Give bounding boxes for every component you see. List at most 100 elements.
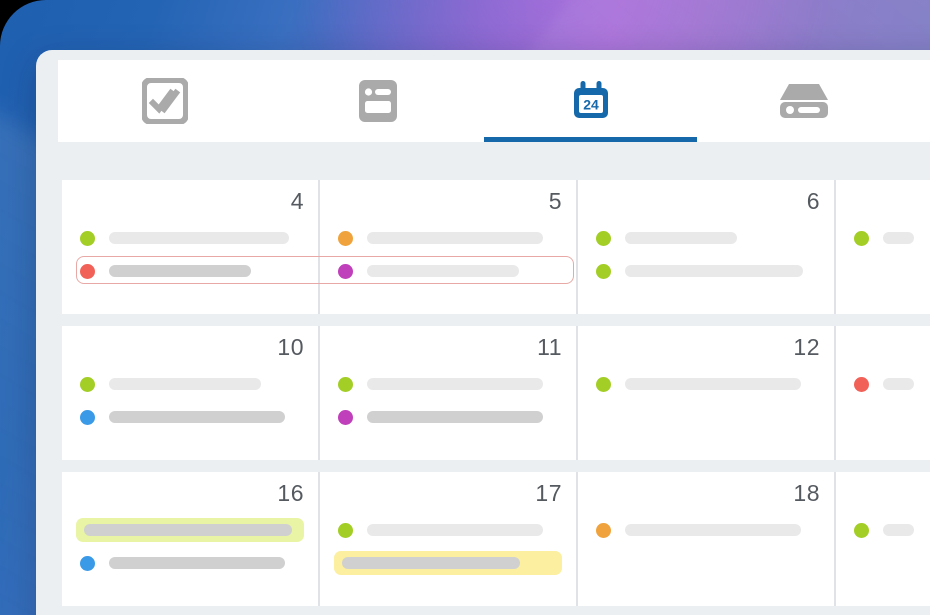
- calendar-event[interactable]: [76, 226, 304, 250]
- event-title-placeholder-bar: [883, 378, 914, 390]
- calendar-event[interactable]: [334, 551, 562, 575]
- event-dot-purple: [338, 409, 353, 425]
- event-dot-green: [596, 230, 611, 246]
- calendar-day-events: [76, 226, 304, 283]
- event-dot-green: [854, 230, 869, 246]
- tab-underline-tasks: [58, 137, 271, 142]
- calendar-day-events: [850, 226, 918, 250]
- calendar-event[interactable]: [592, 226, 820, 250]
- event-title-placeholder-bar: [625, 232, 737, 244]
- calendar-week-row: 4 5 6: [62, 180, 930, 314]
- calendar-day-cell-partial[interactable]: [836, 180, 930, 314]
- event-dot-orange: [596, 522, 611, 538]
- event-title-placeholder-bar: [367, 411, 543, 423]
- event-title-placeholder-bar: [109, 378, 261, 390]
- calendar-day-number: [850, 190, 918, 216]
- event-dot-orange: [338, 230, 353, 246]
- calendar-event[interactable]: [592, 518, 820, 542]
- calendar-event[interactable]: [76, 405, 304, 429]
- event-dot-red: [854, 376, 869, 392]
- calendar-icon-badge: 24: [583, 97, 599, 113]
- calendar-event[interactable]: [850, 372, 918, 396]
- tab-tasks[interactable]: [58, 60, 271, 142]
- calendar-event[interactable]: [334, 405, 562, 429]
- calendar-day-number: 6: [806, 188, 820, 214]
- event-dot-green: [338, 376, 353, 392]
- calendar-day-number: 10: [277, 334, 304, 360]
- calendar-event[interactable]: [76, 551, 304, 575]
- calendar-day-cell[interactable]: 4: [62, 180, 318, 314]
- calendar-day-cell[interactable]: 18: [578, 472, 834, 606]
- event-dot-purple: [338, 263, 353, 279]
- window-corner-notch: [914, 594, 930, 615]
- calendar-event[interactable]: [334, 518, 562, 542]
- calendar-day-cell[interactable]: 11: [320, 326, 576, 460]
- event-title-placeholder-bar: [367, 265, 519, 277]
- calendar-day-events: [334, 372, 562, 429]
- calendar-day-cell[interactable]: 12: [578, 326, 834, 460]
- calendar-day-events: [592, 518, 820, 542]
- event-title-placeholder-bar: [367, 524, 543, 536]
- tab-storage[interactable]: [697, 60, 910, 142]
- calendar-event[interactable]: [76, 259, 304, 283]
- calendar-day-events: [76, 518, 304, 575]
- calendar-event[interactable]: [76, 372, 304, 396]
- calendar-day-events: [592, 372, 820, 396]
- event-title-placeholder-bar: [625, 378, 801, 390]
- server-drive-icon: [778, 82, 830, 120]
- calendar-event[interactable]: [592, 372, 820, 396]
- event-title-placeholder-bar: [109, 265, 251, 277]
- calendar-event[interactable]: [76, 518, 304, 542]
- calendar-day-cell-partial[interactable]: [836, 326, 930, 460]
- calendar-event[interactable]: [850, 226, 918, 250]
- event-dot-green: [338, 522, 353, 538]
- calendar-day-cell[interactable]: 6: [578, 180, 834, 314]
- calendar-event[interactable]: [850, 518, 918, 542]
- calendar-day-number: 12: [793, 334, 820, 360]
- app-window: 24 4 5 6 10 11 12 16 17 18: [36, 50, 930, 615]
- tab-underline-news: [271, 137, 484, 142]
- calendar-event[interactable]: [334, 226, 562, 250]
- event-title-placeholder-bar: [109, 411, 285, 423]
- event-title-placeholder-bar: [367, 232, 543, 244]
- calendar-event[interactable]: [334, 259, 562, 283]
- calendar-grid: 4 5 6 10 11 12 16 17 18: [62, 180, 930, 606]
- calendar-week-row: 10 11 12: [62, 326, 930, 460]
- calendar-day-cell[interactable]: 10: [62, 326, 318, 460]
- calendar-icon: 24: [567, 77, 615, 125]
- event-title-placeholder-bar: [342, 557, 520, 569]
- calendar-day-number: 16: [277, 480, 304, 506]
- calendar-day-cell[interactable]: 17: [320, 472, 576, 606]
- tab-calendar[interactable]: 24: [484, 60, 697, 142]
- tab-underline-storage: [697, 137, 910, 142]
- calendar-day-number: 11: [537, 334, 562, 360]
- calendar-day-number: 17: [535, 480, 562, 506]
- calendar-day-cell[interactable]: 5: [320, 180, 576, 314]
- calendar-day-events: [850, 372, 918, 396]
- calendar-day-number: 5: [548, 188, 562, 214]
- calendar-day-number: [850, 336, 918, 362]
- tab-underline-calendar: [484, 137, 697, 142]
- calendar-day-events: [76, 372, 304, 429]
- calendar-day-number: [850, 482, 918, 508]
- calendar-event[interactable]: [334, 372, 562, 396]
- event-title-placeholder-bar: [84, 524, 292, 536]
- calendar-event[interactable]: [592, 259, 820, 283]
- calendar-day-cell[interactable]: 16: [62, 472, 318, 606]
- calendar-day-cell-partial[interactable]: [836, 472, 930, 606]
- event-title-placeholder-bar: [367, 378, 543, 390]
- tasks-checkbox-icon: [141, 78, 188, 124]
- event-dot-green: [596, 263, 611, 279]
- event-title-placeholder-bar: [109, 557, 285, 569]
- event-dot-green: [80, 230, 95, 246]
- event-dot-blue: [80, 409, 95, 425]
- calendar-day-events: [334, 226, 562, 283]
- calendar-day-events: [592, 226, 820, 283]
- calendar-day-number: 4: [290, 188, 304, 214]
- calendar-day-events: [850, 518, 918, 542]
- news-card-icon: [358, 79, 398, 123]
- event-dot-green: [596, 376, 611, 392]
- event-title-placeholder-bar: [625, 265, 803, 277]
- calendar-day-number: 18: [793, 480, 820, 506]
- tab-news[interactable]: [271, 60, 484, 142]
